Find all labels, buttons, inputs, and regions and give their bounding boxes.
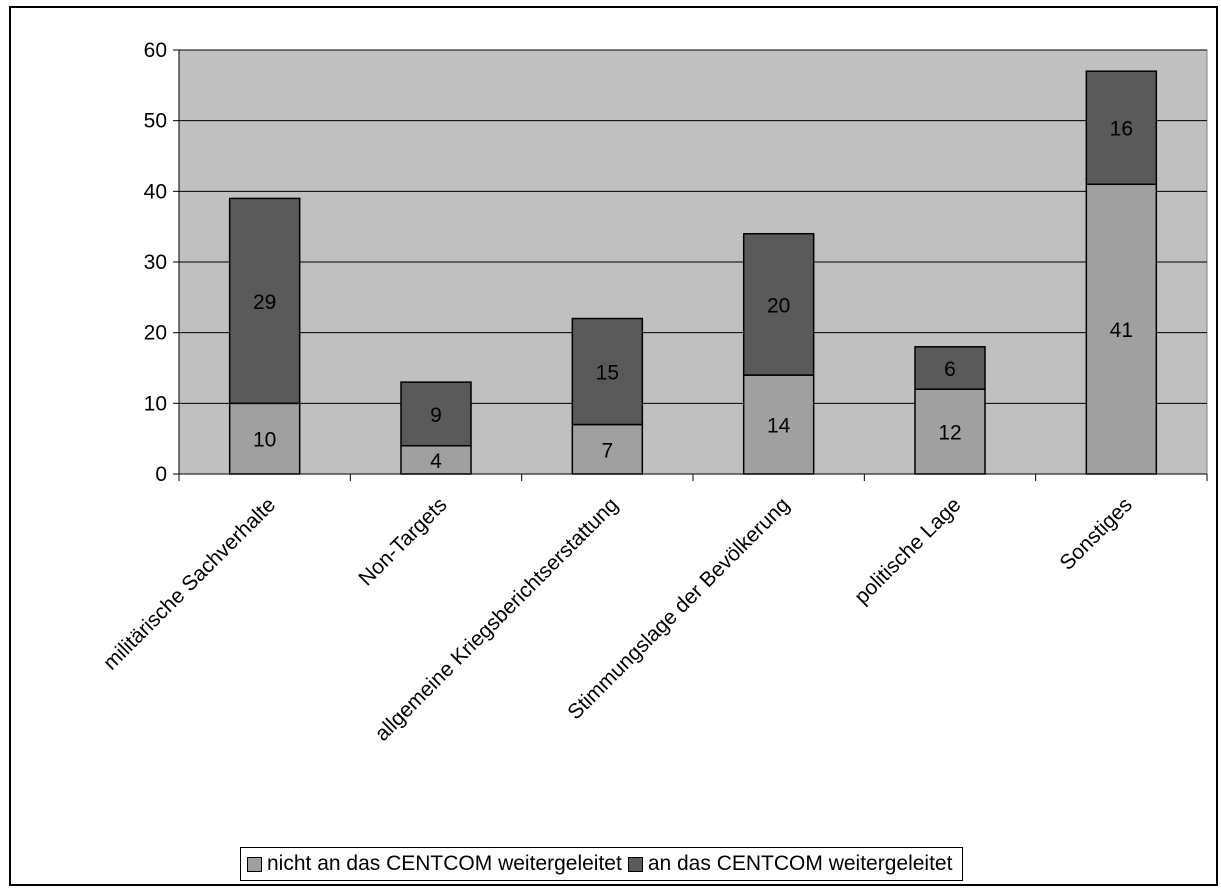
data-label: 14 [767, 415, 791, 438]
legend-item-not-forwarded: nicht an das CENTCOM weitergeleitet [247, 852, 622, 876]
data-label: 7 [601, 439, 613, 462]
legend-item-forwarded: an das CENTCOM weitergeleitet [627, 852, 953, 876]
y-tick-label: 40 [144, 180, 167, 203]
x-category-label: Sonstiges [1055, 493, 1136, 574]
data-label: 9 [430, 404, 442, 427]
bar-segment [914, 346, 986, 390]
bar-segment [400, 381, 472, 447]
x-category-label: militärische Sachverhalte [99, 493, 280, 674]
data-label: 10 [253, 429, 276, 452]
data-label: 29 [253, 291, 276, 314]
data-label: 20 [767, 294, 790, 317]
y-tick-label: 10 [144, 392, 167, 415]
y-tick-label: 30 [144, 251, 167, 274]
bar-segment [571, 317, 644, 426]
x-category-label: politische Lage [850, 493, 965, 608]
bar-segment [228, 402, 301, 475]
bar-segment [228, 197, 301, 405]
y-tick-label: 0 [155, 463, 167, 486]
data-label: 41 [1110, 319, 1133, 342]
legend-swatch-not-forwarded [247, 856, 262, 872]
data-label: 12 [938, 422, 961, 445]
legend: nicht an das CENTCOM weitergeleitet an d… [240, 847, 964, 881]
bar-segment [571, 423, 644, 475]
y-tick-label: 20 [144, 322, 167, 345]
y-tick-label: 50 [144, 110, 167, 133]
data-label: 15 [596, 362, 619, 385]
data-label: 6 [944, 358, 956, 381]
legend-label-forwarded: an das CENTCOM weitergeleitet [647, 852, 953, 875]
legend-label-not-forwarded: nicht an das CENTCOM weitergeleitet [267, 852, 622, 875]
bar-segment [742, 232, 815, 376]
data-label: 4 [430, 450, 442, 473]
bar-segment [1085, 183, 1158, 475]
y-tick-label: 60 [144, 39, 167, 62]
data-label: 16 [1110, 118, 1133, 141]
bar-segment [742, 374, 815, 475]
legend-swatch-forwarded [627, 856, 643, 872]
bar-segment [1085, 70, 1158, 186]
bar-segment [400, 444, 472, 475]
bar-segment [914, 388, 986, 475]
x-category-label: Non-Targets [354, 493, 451, 590]
